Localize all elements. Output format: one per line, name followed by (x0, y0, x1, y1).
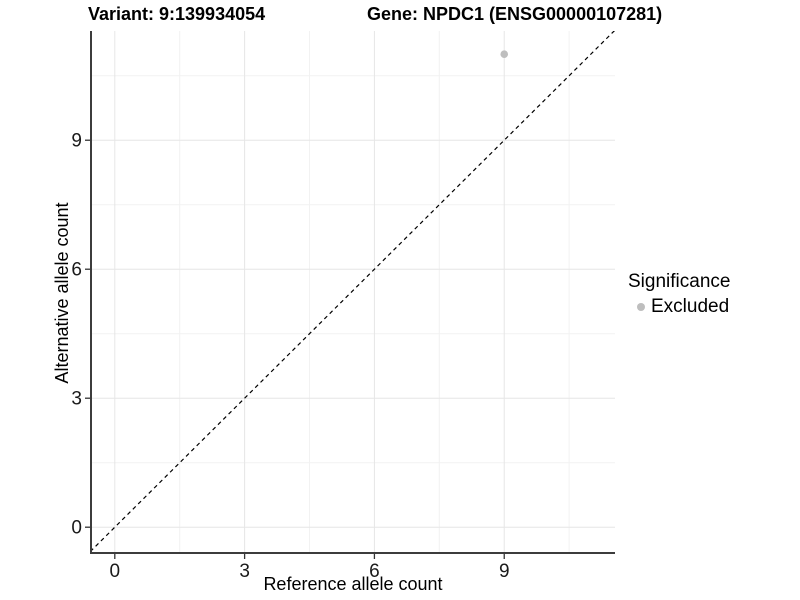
legend: Significance Excluded (628, 271, 730, 318)
x-tick-label: 3 (239, 561, 250, 582)
data-point (500, 50, 509, 59)
legend-entry-label: Excluded (651, 296, 730, 317)
plot-title-gene: Gene: NPDC1 (ENSG00000107281) (367, 4, 663, 24)
excluded-point-icon (637, 303, 645, 311)
x-tick-label: 9 (499, 561, 510, 582)
y-tick-label: 6 (71, 260, 82, 281)
y-axis-label: Alternative allele count (52, 202, 72, 384)
x-tick-label: 0 (110, 561, 121, 582)
plot-title-variant: Variant: 9:139934054 (88, 4, 266, 24)
legend-title: Significance (628, 271, 731, 292)
legend-entry-excluded: Excluded (637, 296, 730, 318)
y-tick-label: 0 (71, 518, 82, 539)
x-tick-label: 6 (369, 561, 380, 582)
identity-line (91, 31, 615, 552)
y-tick-label: 3 (71, 389, 82, 410)
panel-background (91, 31, 615, 553)
y-tick-label: 9 (71, 131, 82, 152)
x-axis-label: Reference allele count (263, 574, 443, 594)
